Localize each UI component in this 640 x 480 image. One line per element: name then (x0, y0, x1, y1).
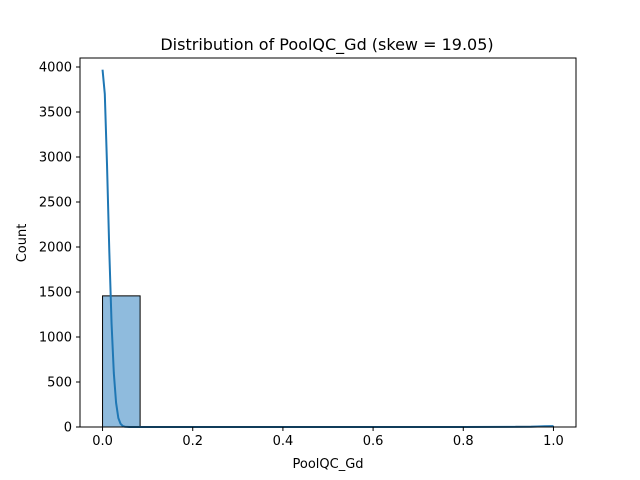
y-tick-label: 500 (47, 376, 72, 391)
x-tick-label: 0.8 (453, 434, 474, 449)
y-tick-label: 2000 (39, 241, 72, 256)
y-tick-label: 1500 (39, 286, 72, 301)
x-axis-ticks: 0.0 0.2 0.4 0.6 0.8 1.0 (92, 427, 564, 449)
chart-title: Distribution of PoolQC_Gd (skew = 19.05) (160, 35, 493, 55)
y-tick-label: 3500 (39, 106, 72, 121)
y-tick-label: 3000 (39, 151, 72, 166)
x-tick-label: 0.2 (182, 434, 203, 449)
y-axis-ticks: 0 500 1000 1500 2000 2500 3000 3500 4000 (39, 61, 80, 436)
x-tick-label: 0.0 (92, 434, 113, 449)
y-tick-label: 2500 (39, 196, 72, 211)
x-tick-label: 0.4 (273, 434, 294, 449)
x-tick-label: 1.0 (543, 434, 564, 449)
histogram-bar (102, 295, 141, 428)
y-tick-label: 0 (64, 421, 72, 436)
x-tick-label: 0.6 (363, 434, 384, 449)
plot-frame (79, 57, 577, 428)
y-axis-label: Count (15, 224, 30, 263)
y-tick-label: 1000 (39, 331, 72, 346)
y-tick-label: 4000 (39, 61, 72, 76)
x-axis-label: PoolQC_Gd (292, 457, 363, 472)
